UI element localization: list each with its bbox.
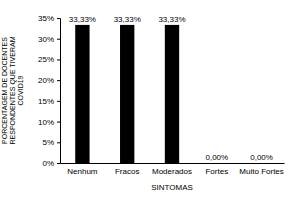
- chart: 0% 5% 10% 15% 20% 25% 30% 35% Nenhum Fracos Modera…: [0, 0, 300, 204]
- x-tick-label: Muito Fortes: [239, 167, 283, 176]
- data-label: 0,00%: [250, 153, 273, 162]
- y-axis: 0% 5% 10% 15% 20% 25% 30% 35%: [38, 14, 61, 168]
- x-tick: Muito Fortes: [239, 167, 283, 176]
- y-tick-label: 10%: [38, 118, 54, 127]
- bar: [75, 25, 89, 163]
- x-axis: Nenhum Fracos Moderados Fortes Muito Fortes: [61, 164, 285, 176]
- y-tick: 0%: [42, 159, 60, 168]
- y-tick-label: 30%: [38, 35, 54, 44]
- y-axis-title-line: PORCENTAGEM DE DOCENTES: [1, 37, 8, 144]
- data-labels: 33,33% 33,33% 33,33% 0,00% 0,00%: [69, 15, 273, 162]
- x-tick-label: Fortes: [205, 167, 228, 176]
- x-tick-label: Moderados: [152, 167, 192, 176]
- x-tick: Nenhum: [67, 167, 98, 176]
- bar: [120, 25, 134, 163]
- y-tick: 5%: [42, 138, 60, 147]
- y-axis-title-line: COVID19: [17, 75, 24, 105]
- bars: [75, 25, 179, 163]
- bar: [165, 25, 179, 163]
- x-axis-title: SINTOMAS: [151, 183, 193, 192]
- y-tick-label: 20%: [38, 76, 54, 85]
- y-axis-title: PORCENTAGEM DE DOCENTESRESPONDENTES QUE …: [1, 36, 24, 144]
- x-tick-label: Fracos: [115, 167, 139, 176]
- y-tick: 30%: [38, 35, 60, 44]
- y-tick: 15%: [38, 97, 60, 106]
- y-tick-mark: [57, 18, 60, 19]
- y-tick-mark: [57, 80, 60, 81]
- y-tick: 35%: [38, 14, 60, 23]
- x-tick: Fortes: [205, 167, 228, 176]
- y-tick-label: 15%: [38, 97, 54, 106]
- y-tick-mark: [57, 101, 60, 102]
- y-tick-mark: [57, 59, 60, 60]
- data-label: 33,33%: [69, 15, 96, 24]
- y-tick-label: 0%: [42, 159, 54, 168]
- y-tick-mark: [57, 122, 60, 123]
- data-label: 0,00%: [205, 153, 228, 162]
- data-label: 33,33%: [158, 15, 185, 24]
- y-tick-mark: [57, 142, 60, 143]
- y-tick-mark: [57, 39, 60, 40]
- bar: [210, 163, 224, 164]
- x-axis-line: [61, 163, 285, 164]
- x-tick: Fracos: [115, 167, 139, 176]
- bar: [254, 163, 268, 164]
- y-tick: 20%: [38, 76, 60, 85]
- y-tick: 10%: [38, 118, 60, 127]
- y-tick-label: 5%: [42, 138, 54, 147]
- y-axis-title-line: RESPONDENTES QUE TIVERAM: [9, 36, 17, 144]
- x-tick-label: Nenhum: [67, 167, 98, 176]
- x-tick: Moderados: [152, 167, 192, 176]
- y-tick-label: 25%: [38, 55, 54, 64]
- y-tick-mark: [57, 163, 60, 164]
- data-label: 33,33%: [114, 15, 141, 24]
- y-tick-label: 35%: [38, 14, 54, 23]
- plot: 0% 5% 10% 15% 20% 25% 30% 35% Nenhum Fracos Modera…: [38, 14, 285, 176]
- y-axis-line: [57, 19, 61, 164]
- y-tick: 25%: [38, 55, 60, 64]
